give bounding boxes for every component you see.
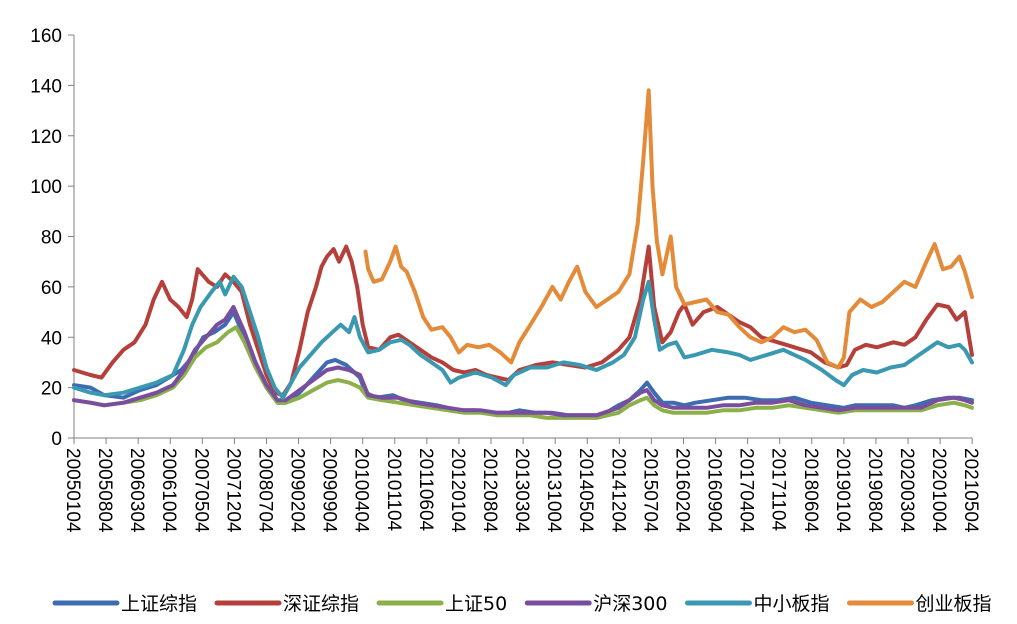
- x-tick-label: 20130304: [511, 448, 532, 533]
- y-tick-label: 160: [30, 26, 62, 47]
- x-tick-label: 20210504: [960, 448, 981, 533]
- y-tick-label: 0: [51, 429, 62, 450]
- y-tick-label: 60: [41, 278, 62, 299]
- x-tick-label: 20071204: [222, 448, 243, 533]
- series-layer: [72, 88, 974, 420]
- x-tick-label: 20060304: [126, 448, 147, 533]
- x-tick-label: 20200304: [896, 448, 917, 533]
- x-tick-label: 20080704: [254, 448, 275, 533]
- y-tick-label: 20: [41, 379, 62, 400]
- legend-label: 创业板指: [916, 593, 992, 615]
- x-tick-label: 20101104: [383, 448, 404, 532]
- x-tick-label: 20070504: [190, 448, 211, 533]
- series-line-0: [72, 310, 974, 418]
- x-tick-label: 20090204: [287, 448, 308, 533]
- series-line-2: [72, 325, 974, 420]
- legend-item: 上证50: [376, 593, 507, 615]
- x-tick-label: 20190104: [832, 448, 853, 533]
- legend-label: 中小板指: [753, 593, 829, 615]
- x-tick-label: 20090904: [319, 448, 340, 533]
- x-tick-label: 20100404: [351, 448, 372, 533]
- x-tick-label: 20170404: [736, 448, 757, 533]
- series-line-3: [72, 305, 974, 418]
- legend-item: 创业板指: [847, 593, 992, 615]
- legend-item: 中小板指: [684, 593, 830, 615]
- x-tick-label: 20190804: [864, 448, 885, 533]
- x-tick-label: 20120104: [447, 448, 468, 533]
- legend-item: 深证综指: [214, 593, 359, 615]
- series-line-5: [363, 88, 974, 370]
- y-axis: 0 20 40 60 80 100 120 140 160: [30, 26, 75, 450]
- legend: 上证综指 深证综指 上证50 沪深300 中小板指 创业板指: [52, 593, 992, 615]
- y-tick-label: 100: [30, 177, 62, 198]
- legend-item: 上证综指: [52, 593, 197, 615]
- y-tick-label: 40: [41, 328, 62, 349]
- x-tick-label: 20140504: [575, 448, 596, 533]
- x-axis: 20050104 20050804 20060304 20061004 20070504…: [62, 437, 981, 533]
- x-tick-label: 20110604: [415, 448, 436, 532]
- legend-label: 上证50: [445, 593, 507, 615]
- x-tick-label: 20131004: [543, 448, 564, 533]
- legend-label: 沪深300: [593, 593, 667, 615]
- y-tick-label: 120: [30, 127, 62, 148]
- x-tick-label: 20050804: [94, 448, 115, 533]
- legend-label: 上证综指: [121, 593, 197, 615]
- x-tick-label: 20050104: [62, 448, 83, 533]
- x-tick-label: 20201004: [928, 448, 949, 533]
- legend-item: 沪深300: [524, 593, 667, 615]
- x-tick-label: 20180604: [800, 448, 821, 533]
- x-tick-label: 20141204: [607, 448, 628, 533]
- x-tick-label: 20171104: [768, 448, 789, 532]
- x-tick-label: 20160904: [704, 448, 725, 533]
- legend-label: 深证综指: [283, 593, 359, 615]
- series-line-4: [72, 274, 974, 400]
- x-tick-label: 20120804: [479, 448, 500, 533]
- x-tick-label: 20150704: [639, 448, 660, 533]
- x-tick-label: 20160204: [671, 448, 692, 533]
- y-tick-label: 140: [30, 76, 62, 97]
- y-tick-label: 80: [41, 228, 62, 249]
- x-tick-label: 20061004: [158, 448, 179, 533]
